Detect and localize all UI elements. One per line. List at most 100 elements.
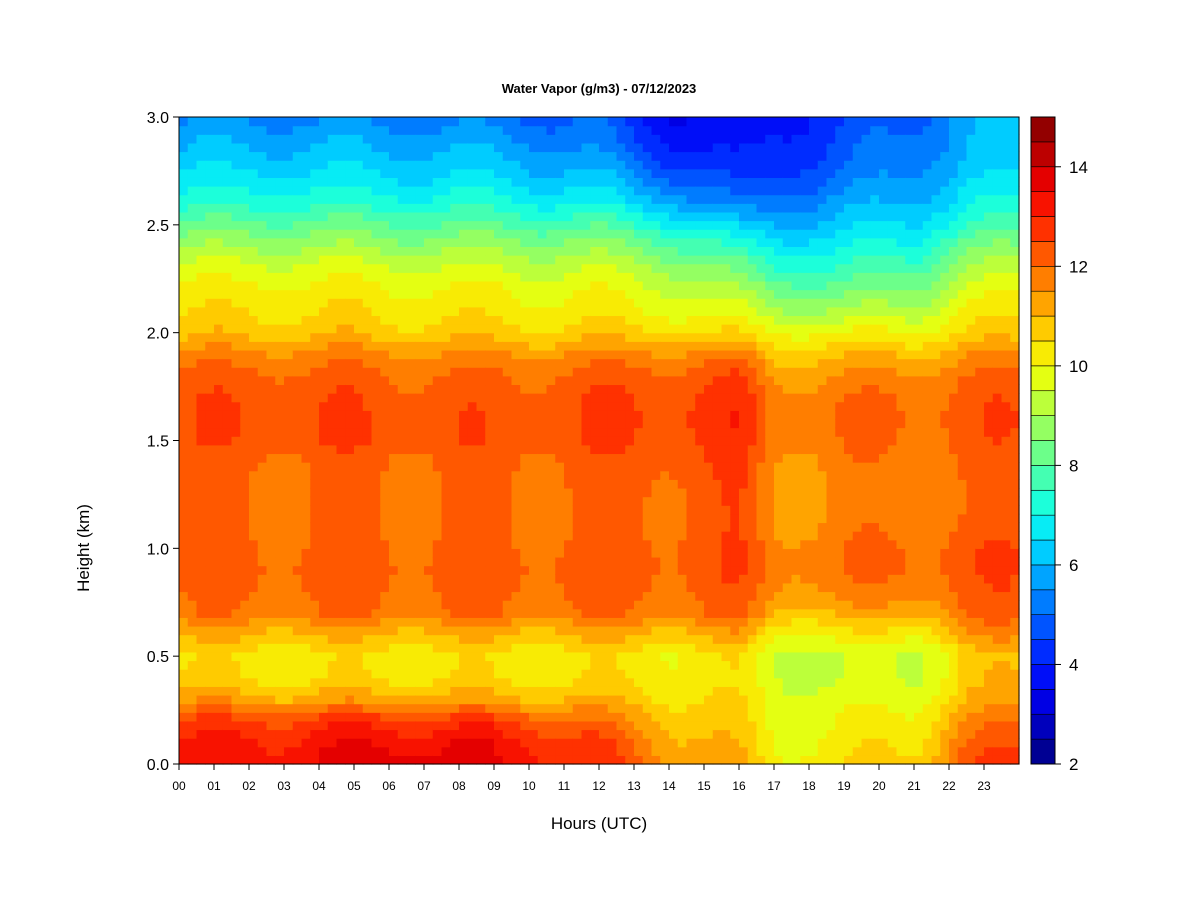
heatmap-cell bbox=[266, 496, 276, 506]
heatmap-cell bbox=[301, 220, 311, 230]
heatmap-cell bbox=[310, 470, 320, 480]
heatmap-cell bbox=[511, 134, 521, 144]
heatmap-cell bbox=[424, 341, 434, 351]
heatmap-cell bbox=[196, 151, 206, 161]
heatmap-cell bbox=[476, 565, 486, 575]
heatmap-cell bbox=[634, 651, 644, 662]
heatmap-cell bbox=[450, 315, 460, 325]
heatmap-cell bbox=[389, 565, 399, 575]
heatmap-cell bbox=[581, 531, 591, 541]
heatmap-cell bbox=[730, 746, 740, 756]
heatmap-cell bbox=[249, 746, 259, 756]
heatmap-cell bbox=[607, 384, 618, 394]
heatmap-cell bbox=[196, 168, 206, 178]
heatmap-cell bbox=[607, 496, 618, 506]
heatmap-cell bbox=[695, 117, 705, 127]
heatmap-cell bbox=[249, 332, 259, 342]
heatmap-cell bbox=[266, 255, 276, 265]
heatmap-cell bbox=[467, 160, 478, 170]
heatmap-cell bbox=[651, 194, 661, 204]
heatmap-cell bbox=[730, 220, 740, 230]
heatmap-cell bbox=[231, 289, 241, 299]
heatmap-cell bbox=[275, 203, 285, 213]
heatmap-cell bbox=[240, 462, 250, 472]
heatmap-cell bbox=[432, 203, 443, 213]
heatmap-cell bbox=[572, 272, 583, 282]
heatmap-cell bbox=[432, 367, 443, 377]
heatmap-cell bbox=[572, 117, 583, 127]
heatmap-cell bbox=[310, 134, 320, 144]
heatmap-cell bbox=[345, 548, 355, 558]
heatmap-cell bbox=[511, 531, 521, 541]
heatmap-cell bbox=[266, 591, 276, 601]
heatmap-cell bbox=[546, 117, 556, 127]
heatmap-cell bbox=[651, 272, 661, 282]
heatmap-cell bbox=[712, 746, 723, 756]
heatmap-cell bbox=[546, 246, 556, 256]
heatmap-cell bbox=[406, 634, 416, 644]
heatmap-cell bbox=[380, 255, 390, 265]
heatmap-cell bbox=[187, 427, 198, 437]
heatmap-cell bbox=[397, 220, 408, 230]
heatmap-cell bbox=[292, 410, 303, 420]
heatmap-cell bbox=[686, 574, 696, 584]
heatmap-cell bbox=[520, 358, 530, 368]
heatmap-cell bbox=[677, 556, 688, 567]
heatmap-cell bbox=[660, 367, 670, 377]
heatmap-cell bbox=[371, 625, 381, 636]
heatmap-cell bbox=[397, 634, 408, 644]
heatmap-cell bbox=[494, 513, 504, 524]
heatmap-cell bbox=[345, 324, 355, 334]
heatmap-cell bbox=[380, 229, 390, 239]
heatmap-cell bbox=[616, 177, 626, 187]
heatmap-cell bbox=[616, 298, 626, 308]
heatmap-cell bbox=[345, 729, 355, 739]
heatmap-cell bbox=[196, 703, 206, 713]
heatmap-cell bbox=[669, 211, 679, 222]
heatmap-cell bbox=[730, 582, 740, 593]
heatmap-cell bbox=[476, 660, 486, 670]
heatmap-cell bbox=[415, 375, 425, 386]
heatmap-cell bbox=[686, 142, 696, 153]
heatmap-cell bbox=[459, 470, 469, 480]
heatmap-cell bbox=[590, 522, 600, 532]
heatmap-cell bbox=[345, 643, 355, 653]
heatmap-cell bbox=[301, 651, 311, 662]
heatmap-cell bbox=[546, 427, 556, 437]
heatmap-cell bbox=[345, 177, 355, 187]
heatmap-cell bbox=[520, 332, 530, 342]
heatmap-cell bbox=[695, 479, 705, 489]
heatmap-cell bbox=[196, 505, 206, 515]
heatmap-cell bbox=[389, 712, 399, 722]
heatmap-cell bbox=[555, 677, 565, 687]
heatmap-cell bbox=[450, 505, 460, 515]
heatmap-cell bbox=[389, 168, 399, 178]
heatmap-cell bbox=[406, 160, 416, 170]
heatmap-cell bbox=[406, 487, 416, 498]
heatmap-cell bbox=[669, 462, 679, 472]
heatmap-cell bbox=[362, 237, 373, 247]
heatmap-cell bbox=[669, 712, 679, 722]
heatmap-cell bbox=[642, 686, 653, 696]
heatmap-cell bbox=[362, 522, 373, 532]
heatmap-cell bbox=[669, 246, 679, 256]
heatmap-cell bbox=[441, 643, 451, 653]
heatmap-cell bbox=[432, 453, 443, 463]
heatmap-cell bbox=[537, 617, 548, 627]
heatmap-cell bbox=[669, 513, 679, 524]
heatmap-cell bbox=[187, 496, 198, 506]
heatmap-cell bbox=[634, 367, 644, 377]
heatmap-cell bbox=[292, 479, 303, 489]
heatmap-cell bbox=[214, 401, 224, 411]
heatmap-cell bbox=[406, 142, 416, 153]
heatmap-cell bbox=[459, 341, 469, 351]
heatmap-cell bbox=[625, 393, 635, 403]
heatmap-cell bbox=[205, 160, 215, 170]
heatmap-cell bbox=[721, 246, 731, 256]
heatmap-cell bbox=[747, 625, 758, 636]
heatmap-cell bbox=[240, 600, 250, 610]
heatmap-cell bbox=[424, 272, 434, 282]
heatmap-cell bbox=[634, 617, 644, 627]
heatmap-cell bbox=[511, 729, 521, 739]
heatmap-cell bbox=[371, 746, 381, 756]
